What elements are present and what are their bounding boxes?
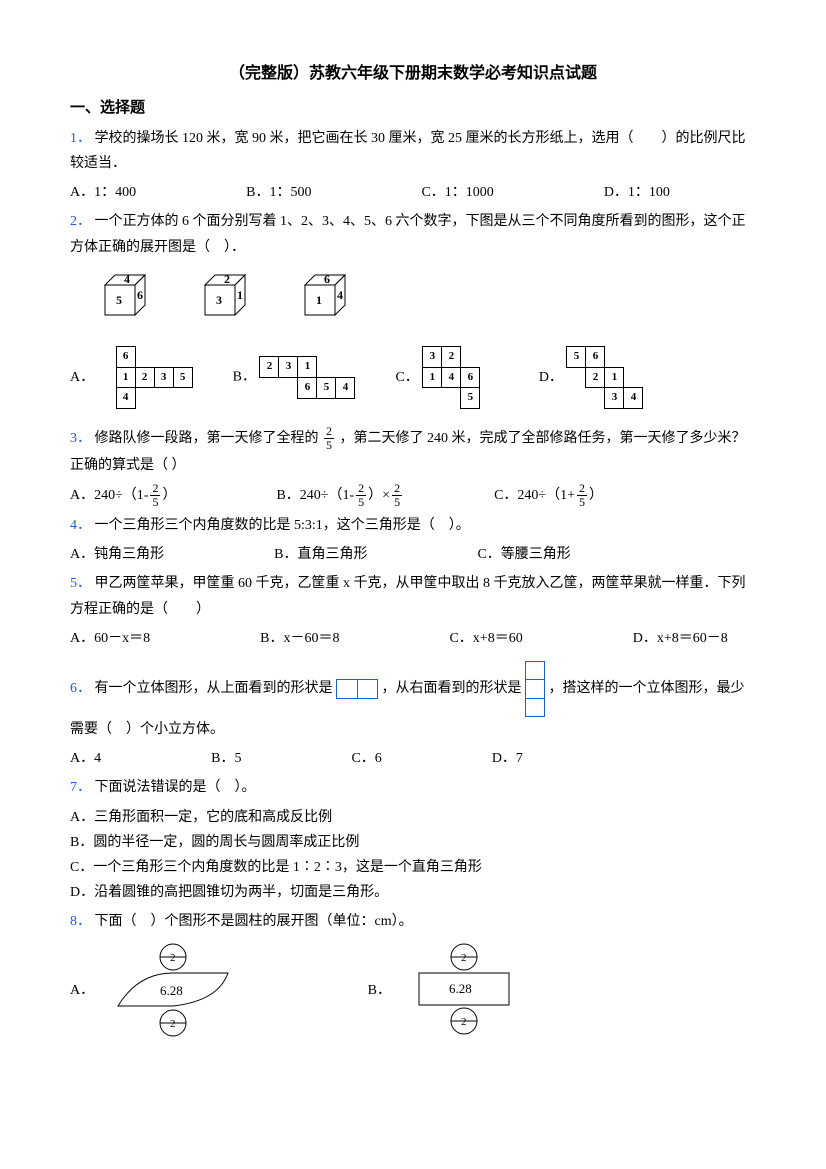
question-8: 8． 下面（ ）个图形不是圆柱的展开图（单位：cm）。 — [70, 909, 756, 934]
section-heading: 一、选择题 — [70, 95, 756, 122]
question-2: 2． 一个正方体的 6 个面分别写着 1、2、3、4、5、6 六个数字，下图是从… — [70, 209, 756, 259]
q2-opt-b: B． 231 654 — [233, 356, 356, 399]
q1-text: 学校的操场长 120 米，宽 90 米，把它画在长 30 厘米，宽 25 厘米的… — [70, 131, 746, 171]
svg-text:2: 2 — [170, 1018, 176, 1030]
q5-text: 甲乙两筐苹果，甲筐重 60 千克，乙筐重 x 千克，从甲筐中取出 8 千克放入乙… — [70, 576, 746, 616]
q8-opt-a: A． 2 6.28 2 — [70, 941, 248, 1041]
question-7: 7． 下面说法错误的是（ ）。 — [70, 775, 756, 800]
cube-view-1: 4 5 6 — [90, 270, 160, 330]
cube-view-2: 2 3 1 — [190, 270, 260, 330]
q1-opt-d: D．1：100 — [604, 180, 670, 205]
q6-text-2: ，从右面看到的形状是 — [382, 681, 522, 696]
q2-opt-c: C． 32 146 5 — [395, 346, 498, 409]
q4-options: A．钝角三角形 B．直角三角形 C．等腰三角形 — [70, 542, 756, 567]
q5-opt-a: A．60－x＝8 — [70, 626, 150, 651]
svg-text:4: 4 — [124, 272, 130, 286]
q3-opt-a: A．240÷（1-25） — [70, 482, 176, 509]
svg-text:2: 2 — [170, 952, 176, 964]
q8-opt-b: B． 2 6.28 2 — [368, 941, 535, 1041]
q6-opt-d: D．7 — [492, 746, 523, 771]
q3-opt-c: C．240÷（1+25） — [494, 482, 603, 509]
page-title: （完整版）苏教六年级下册期末数学必考知识点试题 — [70, 60, 756, 89]
q6-opt-a: A．4 — [70, 746, 101, 771]
question-3: 3． 修路队修一段路，第一天修了全程的 25 ，第二天修了 240 米，完成了全… — [70, 425, 756, 478]
q3-text-1: 修路队修一段路，第一天修了全程的 — [95, 431, 319, 446]
cylinder-unfold-a: 2 6.28 2 — [98, 941, 248, 1041]
q2-opt-a: A． 6 1235 4 — [70, 346, 193, 409]
svg-text:2: 2 — [461, 1016, 467, 1028]
q1-opt-a: A．1：400 — [70, 180, 136, 205]
q2-options: A． 6 1235 4 B． 231 654 C． 32 146 5 D． 56… — [70, 346, 756, 409]
fraction-2-5: 25 — [324, 425, 334, 452]
q5-options: A．60－x＝8 B．x－60＝8 C．x+8＝60 D．x+8＝60－8 — [70, 626, 756, 651]
net-b: 231 654 — [259, 356, 355, 399]
svg-text:6.28: 6.28 — [449, 981, 472, 996]
net-a: 6 1235 4 — [98, 346, 193, 409]
svg-text:3: 3 — [216, 293, 222, 307]
q3-options: A．240÷（1-25） B．240÷（1-25）×25 C．240÷（1+25… — [70, 482, 756, 509]
q5-number: 5． — [70, 576, 91, 591]
q6-opt-c: C．6 — [351, 746, 381, 771]
right-view-shape — [525, 661, 545, 717]
q7-opt-a: A．三角形面积一定，它的底和高成反比例 — [70, 805, 756, 830]
q8-options: A． 2 6.28 2 B． 2 6.28 2 — [70, 941, 756, 1041]
q1-number: 1． — [70, 131, 91, 146]
q4-opt-c: C．等腰三角形 — [477, 542, 570, 567]
question-5: 5． 甲乙两筐苹果，甲筐重 60 千克，乙筐重 x 千克，从甲筐中取出 8 千克… — [70, 571, 756, 621]
svg-text:2: 2 — [461, 952, 467, 964]
q7-number: 7． — [70, 780, 91, 795]
q8-text: 下面（ ）个图形不是圆柱的展开图（单位：cm）。 — [95, 914, 413, 929]
question-1: 1． 学校的操场长 120 米，宽 90 米，把它画在长 30 厘米，宽 25 … — [70, 126, 756, 176]
svg-text:4: 4 — [337, 288, 343, 302]
question-4: 4． 一个三角形三个内角度数的比是 5:3:1，这个三角形是（ ）。 — [70, 513, 756, 538]
q6-number: 6． — [70, 681, 91, 696]
cube-view-3: 6 1 4 — [290, 270, 360, 330]
q1-opt-b: B．1：500 — [246, 180, 311, 205]
q7-opt-c: C．一个三角形三个内角度数的比是 1∶2∶3，这是一个直角三角形 — [70, 855, 756, 880]
q5-opt-b: B．x－60＝8 — [260, 626, 339, 651]
svg-text:1: 1 — [237, 288, 243, 302]
q4-text: 一个三角形三个内角度数的比是 5:3:1，这个三角形是（ ）。 — [95, 518, 470, 533]
q4-opt-a: A．钝角三角形 — [70, 542, 164, 567]
q7-opt-b: B．圆的半径一定，圆的周长与圆周率成正比例 — [70, 830, 756, 855]
q2-text: 一个正方体的 6 个面分别写着 1、2、3、4、5、6 六个数字，下图是从三个不… — [70, 214, 746, 254]
q6-opt-b: B．5 — [211, 746, 241, 771]
svg-text:1: 1 — [316, 293, 322, 307]
q7-text: 下面说法错误的是（ ）。 — [95, 780, 256, 795]
q4-number: 4． — [70, 518, 91, 533]
q8-number: 8． — [70, 914, 91, 929]
q5-opt-d: D．x+8＝60－8 — [633, 626, 728, 651]
q1-options: A．1：400 B．1：500 C．1：1000 D．1：100 — [70, 180, 756, 205]
q7-opt-d: D．沿着圆锥的高把圆锥切为两半，切面是三角形。 — [70, 880, 756, 905]
svg-text:6: 6 — [324, 272, 330, 286]
q3-opt-b: B．240÷（1-25）×25 — [276, 482, 404, 509]
q5-opt-c: C．x+8＝60 — [449, 626, 522, 651]
svg-text:6: 6 — [137, 288, 143, 302]
q2-cubes-row: 4 5 6 2 3 1 6 1 4 — [90, 270, 756, 330]
svg-text:6.28: 6.28 — [160, 983, 183, 998]
q1-opt-c: C．1：1000 — [421, 180, 493, 205]
q6-options: A．4 B．5 C．6 D．7 — [70, 746, 756, 771]
net-c: 32 146 5 — [422, 346, 499, 409]
q6-text-1: 有一个立体图形，从上面看到的形状是 — [95, 681, 333, 696]
top-view-shape — [336, 679, 378, 699]
svg-text:5: 5 — [116, 293, 122, 307]
q4-opt-b: B．直角三角形 — [274, 542, 367, 567]
net-d: 56 21 34 — [566, 346, 643, 409]
cylinder-unfold-b: 2 6.28 2 — [394, 941, 534, 1041]
q2-number: 2． — [70, 214, 91, 229]
svg-text:2: 2 — [224, 272, 230, 286]
q2-opt-d: D． 56 21 34 — [539, 346, 644, 409]
question-6: 6． 有一个立体图形，从上面看到的形状是 ，从右面看到的形状是 ，搭这样的一个立… — [70, 661, 756, 742]
q3-number: 3． — [70, 431, 91, 446]
